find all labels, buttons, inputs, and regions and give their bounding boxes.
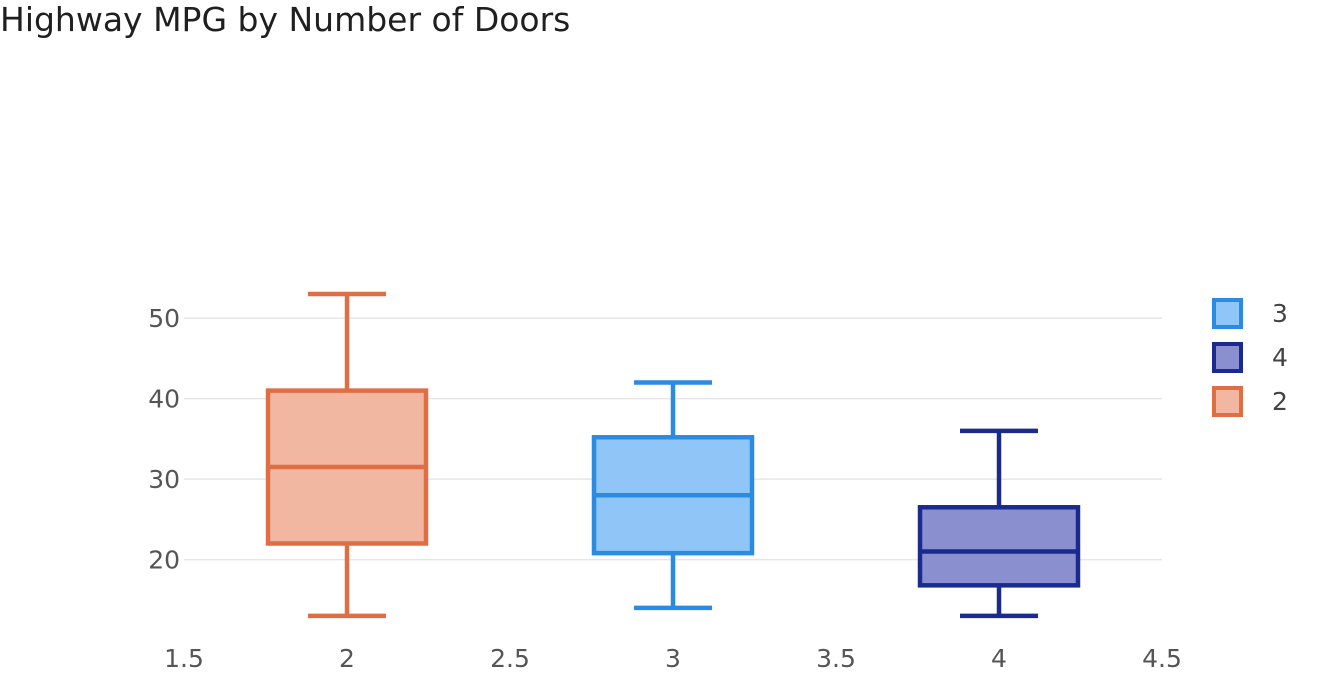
x-axis: 1.5 2 2.5 3 3.5 4 4.5 bbox=[164, 644, 1182, 673]
chart-title: Highway MPG by Number of Doors bbox=[0, 0, 571, 39]
legend-swatch bbox=[1212, 298, 1243, 329]
legend-item-3[interactable]: 3 bbox=[1212, 298, 1288, 329]
boxes bbox=[265, 291, 1081, 619]
y-tick-label: 30 bbox=[148, 465, 180, 494]
box bbox=[917, 505, 1081, 588]
x-tick-label: 4 bbox=[991, 644, 1007, 673]
legend-swatch bbox=[1212, 386, 1243, 417]
x-tick-label: 3 bbox=[665, 644, 681, 673]
y-tick-label: 40 bbox=[148, 385, 180, 414]
legend-item-2[interactable]: 2 bbox=[1212, 386, 1288, 417]
x-tick-label: 4.5 bbox=[1142, 644, 1182, 673]
legend-item-4[interactable]: 4 bbox=[1212, 342, 1288, 373]
box-series-2 bbox=[265, 291, 429, 619]
legend-swatch bbox=[1212, 342, 1243, 373]
legend-label: 2 bbox=[1272, 387, 1288, 416]
box-series-3 bbox=[591, 380, 755, 611]
y-tick-label: 50 bbox=[148, 304, 180, 333]
x-tick-label: 2 bbox=[339, 644, 355, 673]
x-tick-label: 3.5 bbox=[816, 644, 856, 673]
box-series-4 bbox=[917, 428, 1081, 619]
legend[interactable]: 3 4 2 bbox=[1212, 298, 1288, 417]
y-axis: 20 30 40 50 bbox=[148, 304, 180, 574]
x-tick-label: 2.5 bbox=[490, 644, 530, 673]
x-tick-label: 1.5 bbox=[164, 644, 204, 673]
legend-label: 4 bbox=[1272, 343, 1288, 372]
y-tick-label: 20 bbox=[148, 546, 180, 575]
legend-label: 3 bbox=[1272, 299, 1288, 328]
